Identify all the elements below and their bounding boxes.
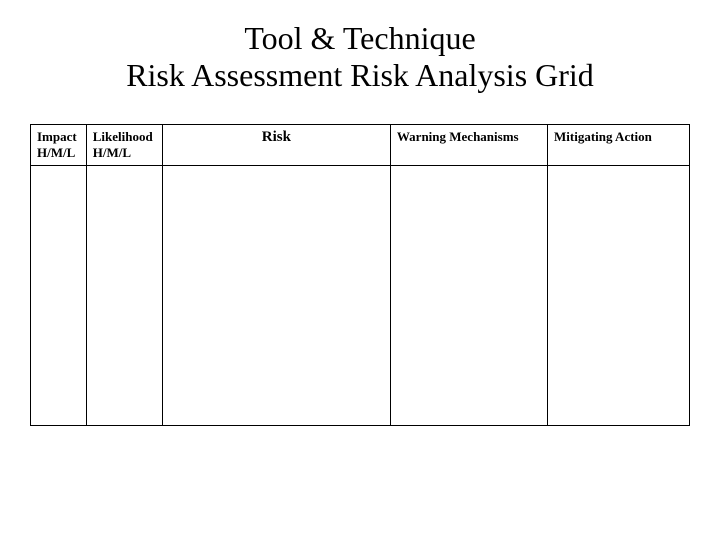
risk-analysis-grid: Impact H/M/L Likelihood H/M/L Risk Warni… — [30, 124, 690, 426]
cell-warning — [390, 166, 547, 426]
table-row — [31, 166, 690, 426]
header-main: Impact — [37, 129, 77, 144]
cell-impact — [31, 166, 87, 426]
header-main: Likelihood — [93, 129, 153, 144]
col-header-mitigating: Mitigating Action — [548, 125, 690, 166]
title-line-1: Tool & Technique — [30, 20, 690, 57]
col-header-impact: Impact H/M/L — [31, 125, 87, 166]
header-main: Mitigating Action — [554, 129, 652, 144]
cell-likelihood — [86, 166, 162, 426]
col-header-warning: Warning Mechanisms — [390, 125, 547, 166]
page-title-block: Tool & Technique Risk Assessment Risk An… — [30, 20, 690, 94]
col-header-risk: Risk — [162, 125, 390, 166]
cell-mitigating — [548, 166, 690, 426]
cell-risk — [162, 166, 390, 426]
header-main: Warning Mechanisms — [397, 129, 519, 144]
title-line-2: Risk Assessment Risk Analysis Grid — [30, 57, 690, 94]
header-sub: H/M/L — [93, 145, 156, 161]
header-main: Risk — [262, 129, 291, 145]
header-sub: H/M/L — [37, 145, 80, 161]
table-header-row: Impact H/M/L Likelihood H/M/L Risk Warni… — [31, 125, 690, 166]
col-header-likelihood: Likelihood H/M/L — [86, 125, 162, 166]
